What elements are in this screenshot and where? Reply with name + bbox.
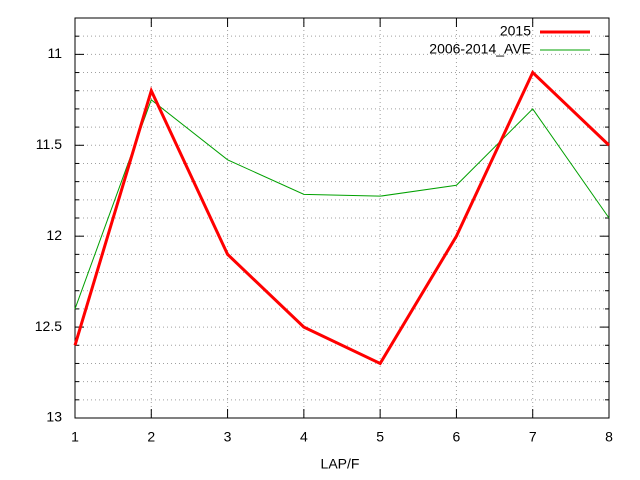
y-tick-label: 12 [46,227,62,243]
x-tick-label: 1 [71,429,79,445]
y-tick-label: 11.5 [36,136,62,152]
legend-label: 2006-2014_AVE [429,41,531,57]
x-tick-label: 8 [605,429,613,445]
y-tick-label: 13 [46,409,62,425]
x-tick-label: 3 [224,429,232,445]
line-series [74,98,610,310]
x-tick-label: 5 [376,429,384,445]
y-tick-label: 12.5 [35,318,62,334]
x-tick-label: 7 [529,429,537,445]
y-tick-label: 11 [47,45,62,61]
x-tick-label: 2 [147,429,155,445]
line-series [73,70,611,366]
x-tick-label: 6 [453,429,461,445]
x-axis-label: LAP/F [321,456,360,472]
x-tick-label: 4 [300,429,308,445]
legend-label: 2015 [500,23,531,39]
